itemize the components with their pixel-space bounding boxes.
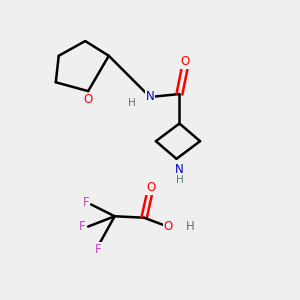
Text: N: N [146,91,154,103]
Text: H: H [176,175,183,185]
Text: F: F [82,196,89,208]
Text: F: F [95,243,102,256]
Text: N: N [175,163,184,176]
Text: H: H [128,98,136,108]
Text: H: H [186,220,195,233]
Text: O: O [181,55,190,68]
Text: F: F [78,220,85,233]
Text: O: O [146,181,155,194]
Text: O: O [83,93,93,106]
Text: O: O [164,220,173,233]
